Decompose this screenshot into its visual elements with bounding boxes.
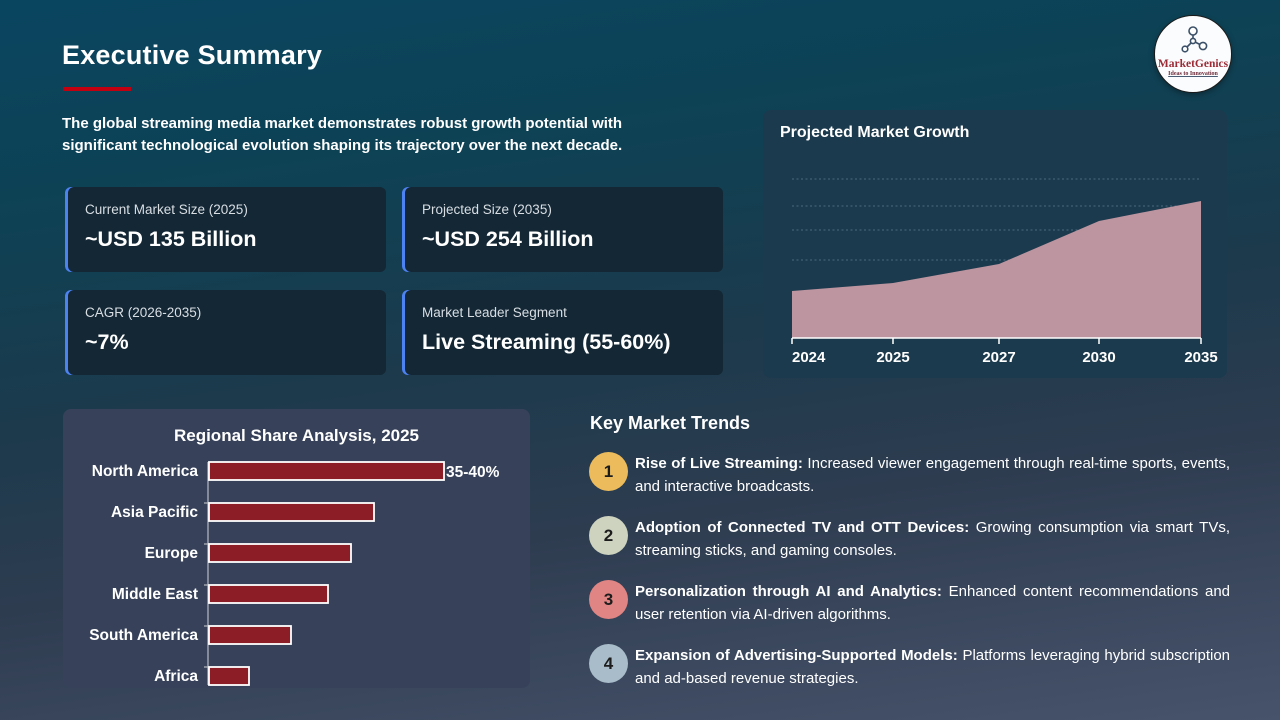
svg-text:2025: 2025 bbox=[876, 349, 909, 366]
svg-text:2027: 2027 bbox=[982, 349, 1015, 366]
svg-text:Middle East: Middle East bbox=[112, 586, 198, 603]
svg-text:Africa: Africa bbox=[154, 668, 198, 685]
svg-text:Europe: Europe bbox=[145, 545, 199, 562]
svg-text:35-40%: 35-40% bbox=[446, 464, 500, 481]
svg-text:2024: 2024 bbox=[792, 349, 826, 366]
svg-text:Asia Pacific: Asia Pacific bbox=[111, 504, 198, 521]
svg-text:2030: 2030 bbox=[1082, 349, 1115, 366]
svg-text:2035: 2035 bbox=[1184, 349, 1217, 366]
svg-text:South America: South America bbox=[89, 627, 198, 644]
svg-text:North America: North America bbox=[92, 463, 199, 480]
